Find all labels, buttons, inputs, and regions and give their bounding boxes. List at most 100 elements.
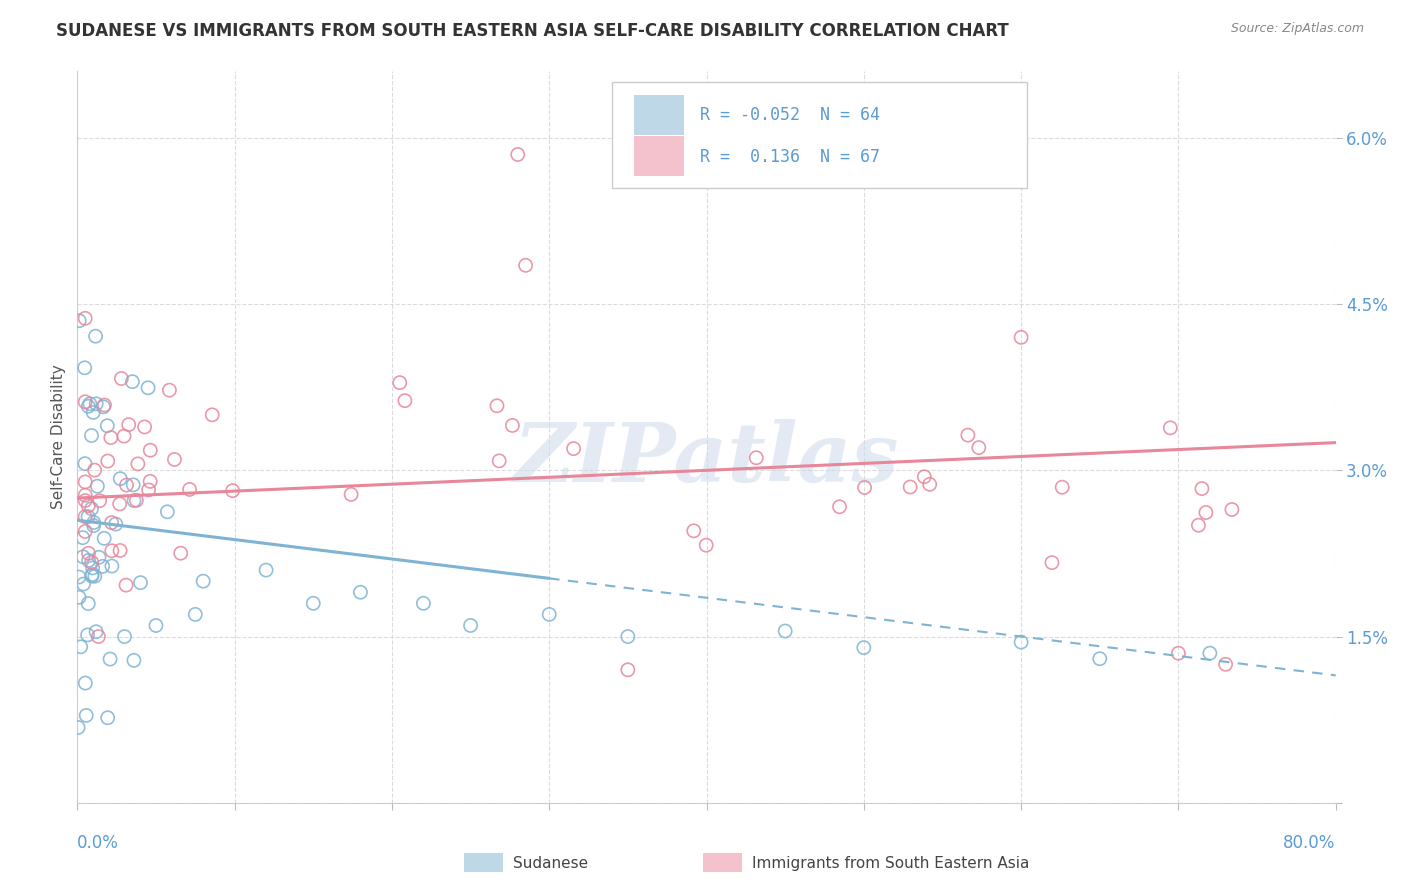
Point: [485, 399, 508, 413]
FancyBboxPatch shape: [612, 82, 1028, 188]
Point: [73, 457, 96, 471]
Point: [101, 559, 124, 574]
Point: [852, 640, 875, 655]
Point: [515, 258, 537, 272]
Point: [139, 443, 162, 458]
Point: [75, 524, 97, 539]
Point: [75, 475, 97, 489]
Point: [87, 550, 110, 565]
Point: [122, 653, 145, 667]
Point: [77, 546, 100, 560]
Point: [349, 585, 371, 599]
Text: R =  0.136  N = 67: R = 0.136 N = 67: [700, 148, 880, 166]
Text: 0.0%: 0.0%: [77, 834, 120, 852]
Point: [138, 483, 160, 497]
Point: [918, 477, 941, 491]
Point: [89, 493, 111, 508]
Point: [1195, 506, 1218, 520]
Point: [104, 517, 127, 532]
Point: [254, 563, 277, 577]
Text: 80.0%: 80.0%: [1284, 834, 1336, 852]
Point: [76, 628, 98, 642]
Point: [93, 398, 115, 412]
Point: [110, 472, 132, 486]
Point: [1010, 330, 1032, 344]
Point: [157, 383, 180, 397]
Point: [75, 493, 97, 508]
Point: [84, 397, 107, 411]
Point: [695, 538, 717, 552]
Point: [136, 381, 159, 395]
Point: [1010, 635, 1032, 649]
Point: [67, 721, 90, 735]
Point: [82, 561, 104, 575]
Point: [121, 375, 143, 389]
Point: [538, 607, 561, 622]
Point: [184, 607, 207, 622]
Point: [127, 457, 149, 471]
Point: [114, 630, 136, 644]
Point: [97, 454, 120, 468]
Point: [201, 408, 224, 422]
Text: ZIPatlas: ZIPatlas: [513, 419, 900, 499]
Point: [617, 663, 640, 677]
Point: [77, 597, 100, 611]
Point: [91, 559, 114, 574]
Point: [108, 543, 131, 558]
Text: Immigrants from South Eastern Asia: Immigrants from South Eastern Asia: [752, 856, 1029, 871]
Point: [72, 577, 94, 591]
Point: [75, 311, 97, 326]
Point: [77, 509, 100, 524]
Point: [96, 418, 118, 433]
Point: [501, 418, 523, 433]
Point: [67, 591, 90, 605]
Point: [69, 640, 91, 654]
Point: [84, 624, 107, 639]
Point: [110, 371, 132, 385]
Point: [86, 479, 108, 493]
Point: [221, 483, 243, 498]
Point: [72, 549, 94, 564]
Y-axis label: Self-Care Disability: Self-Care Disability: [51, 365, 66, 509]
Point: [191, 574, 215, 589]
Point: [394, 393, 416, 408]
Point: [412, 596, 434, 610]
Point: [156, 505, 179, 519]
Point: [388, 376, 411, 390]
Point: [912, 469, 935, 483]
Point: [79, 397, 101, 411]
Point: [97, 711, 120, 725]
Point: [1220, 502, 1243, 516]
Point: [745, 450, 768, 465]
Point: [122, 478, 145, 492]
Point: [853, 481, 876, 495]
Point: [1159, 421, 1181, 435]
Point: [93, 532, 115, 546]
Point: [77, 499, 100, 513]
Point: [75, 394, 97, 409]
Point: [115, 578, 138, 592]
Point: [125, 493, 148, 508]
FancyBboxPatch shape: [634, 136, 683, 176]
Point: [562, 442, 585, 456]
Point: [100, 431, 122, 445]
Point: [145, 618, 167, 632]
Point: [129, 575, 152, 590]
Point: [83, 516, 105, 530]
Point: [898, 480, 921, 494]
Point: [73, 360, 96, 375]
Point: [84, 329, 107, 343]
Point: [83, 463, 105, 477]
Point: [1167, 646, 1189, 660]
Point: [80, 501, 103, 516]
Text: Sudanese: Sudanese: [513, 856, 588, 871]
Point: [1088, 651, 1111, 665]
Point: [118, 417, 141, 432]
Point: [956, 428, 979, 442]
Point: [1187, 518, 1209, 533]
Point: [87, 630, 110, 644]
Point: [80, 555, 103, 569]
Point: [506, 147, 529, 161]
Point: [617, 630, 640, 644]
Point: [139, 475, 162, 489]
